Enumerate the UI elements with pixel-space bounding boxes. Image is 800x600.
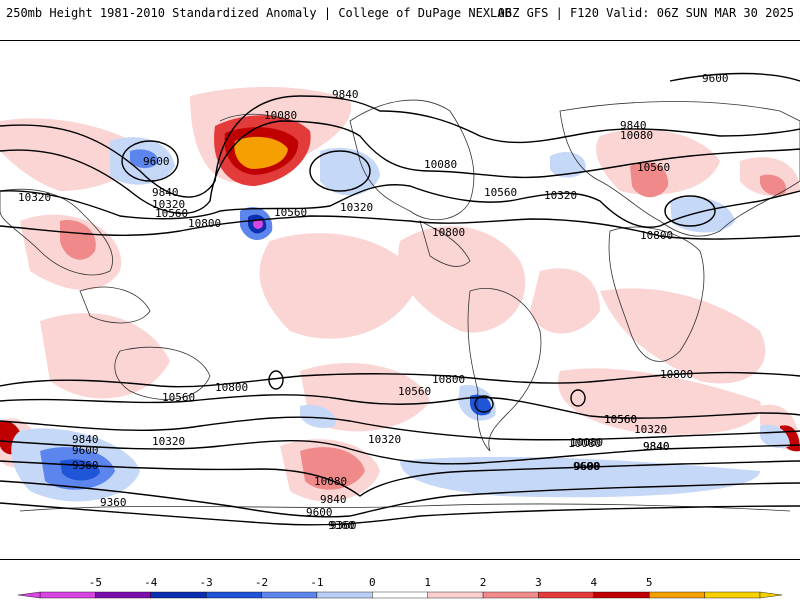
colorbar-segment — [538, 591, 595, 599]
contour-label: 10560 — [604, 413, 637, 426]
strong-positive-anomaly-areas — [60, 162, 786, 490]
contour-label: 9360 — [100, 496, 127, 509]
colorbar-segment — [593, 591, 650, 599]
colorbar-segment — [205, 591, 262, 599]
colorbar-arrow — [759, 591, 783, 599]
colorbar-tick-label: -5 — [89, 576, 102, 589]
contour-label: 10560 — [162, 391, 195, 404]
contour-label: 10560 — [274, 206, 307, 219]
contour-label: 9600 — [573, 460, 600, 473]
contour-label: 9840 — [152, 186, 179, 199]
contour-label: 9840 — [620, 119, 647, 132]
contour-label: 10800 — [188, 217, 221, 230]
colorbar-segment — [95, 591, 151, 599]
contour-label: 10800 — [432, 226, 465, 239]
colorbar-tick-label: 4 — [591, 576, 598, 589]
contour-label: 9600 — [306, 506, 333, 519]
colorbar-tick-label: 3 — [535, 576, 542, 589]
colorbar-tick-label: 5 — [646, 576, 653, 589]
colorbar-segment — [39, 591, 96, 599]
colorbar-tick-label: -3 — [200, 576, 213, 589]
contour-label: 9360 — [328, 519, 355, 532]
colorbar: -5 -4 -3 -2 -1 0 1 2 3 4 5 — [17, 576, 783, 599]
colorbar-segment — [427, 591, 484, 599]
contour-label: 10800 — [215, 381, 248, 394]
contour-label: 9840 — [643, 440, 670, 453]
colorbar-tick-label: 2 — [480, 576, 487, 589]
contour-label: 10080 — [568, 437, 601, 450]
colorbar-segment — [150, 591, 207, 599]
contour-label: 10080 — [570, 436, 603, 449]
colorbar-segment — [482, 591, 539, 599]
contour-labels: 9600 9840 10080 10080 10320 10560 10800 … — [18, 72, 729, 532]
continent-outlines — [0, 99, 800, 512]
height-contours — [0, 72, 800, 526]
colorbar-segment — [316, 591, 373, 599]
contour-label: 9600 — [72, 444, 99, 457]
colorbar-segment — [261, 591, 318, 599]
contour-label: 9600 — [702, 72, 729, 85]
contour-label: 10320 — [340, 201, 373, 214]
contour-label: 10560 — [484, 186, 517, 199]
colorbar-arrow — [17, 591, 41, 599]
contour-label: 10320 — [152, 198, 185, 211]
contour-label: 9840 — [332, 88, 359, 101]
contour-label: 10320 — [152, 435, 185, 448]
colorbar-tick-label: 1 — [424, 576, 431, 589]
colorbar-segment — [649, 591, 705, 599]
header: 250mb Height 1981-2010 Standardized Anom… — [0, 0, 800, 26]
colorbar-segment — [372, 591, 428, 599]
contour-label: 10080 — [264, 109, 297, 122]
contour-label: 10560 — [604, 413, 637, 426]
contour-label: 10560 — [155, 207, 188, 220]
colorbar-tick-label: 0 — [369, 576, 376, 589]
colorbar-tick-label: -4 — [144, 576, 158, 589]
contour-label: 10320 — [368, 433, 401, 446]
colorbar-tick-label: -1 — [310, 576, 323, 589]
contour-label: 10080 — [620, 129, 653, 142]
contour-label: 10320 — [634, 423, 667, 436]
contour-label: 10800 — [432, 373, 465, 386]
contour-label: 9840 — [643, 440, 670, 453]
contour-label: 9840 — [72, 433, 99, 446]
contour-label: 10560 — [398, 385, 431, 398]
contour-label: 10080 — [424, 158, 457, 171]
contour-label: 9840 — [320, 493, 347, 506]
contour-label: 10560 — [637, 161, 670, 174]
contour-label: 10320 — [544, 189, 577, 202]
colorbar-segments — [17, 591, 783, 599]
contour-label: 9600 — [574, 460, 601, 473]
anomaly-map: 9600 9840 10080 10080 10320 10560 10800 … — [0, 40, 800, 560]
map-title: 250mb Height 1981-2010 Standardized Anom… — [6, 6, 512, 20]
colorbar-tick-label: -2 — [255, 576, 268, 589]
colorbar-ticks: -5 -4 -3 -2 -1 0 1 2 3 4 5 — [89, 576, 653, 589]
contour-label: 9360 — [72, 459, 99, 472]
contour-label: 10080 — [314, 475, 347, 488]
contour-label: 10800 — [640, 229, 673, 242]
contour-label: 9360 — [330, 519, 357, 532]
contour-label: 10800 — [660, 368, 693, 381]
contour-label: 10320 — [18, 191, 51, 204]
valid-time: 06Z GFS | F120 Valid: 06Z SUN MAR 30 202… — [497, 6, 794, 20]
contour-label: 9600 — [143, 155, 170, 168]
colorbar-segment — [704, 591, 761, 599]
